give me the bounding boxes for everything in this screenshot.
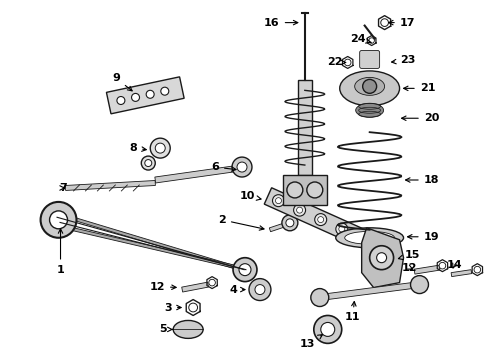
Circle shape [359,235,365,242]
Circle shape [317,217,323,222]
Polygon shape [269,223,285,232]
Circle shape [117,96,124,104]
Polygon shape [413,265,439,274]
Circle shape [208,279,215,286]
Text: 18: 18 [405,175,438,185]
Circle shape [232,157,251,177]
Circle shape [49,211,67,229]
Text: 15: 15 [398,250,419,260]
Text: 21: 21 [403,84,434,93]
Circle shape [380,245,386,251]
Circle shape [313,315,341,343]
Polygon shape [155,165,240,183]
Circle shape [144,159,151,167]
Circle shape [380,19,387,26]
Text: 3: 3 [164,302,181,312]
Text: 9: 9 [112,73,132,91]
Polygon shape [65,180,155,190]
Circle shape [438,262,445,269]
Polygon shape [450,270,471,276]
Circle shape [131,93,139,102]
Text: 16: 16 [264,18,297,28]
Polygon shape [319,282,419,301]
Text: 20: 20 [401,113,438,123]
Circle shape [376,253,386,263]
Circle shape [272,195,284,207]
Circle shape [369,246,393,270]
Circle shape [239,264,250,276]
Circle shape [233,258,256,282]
Text: 24: 24 [349,33,370,44]
Ellipse shape [173,320,203,338]
Polygon shape [361,228,403,288]
Circle shape [285,219,293,227]
Text: 12: 12 [401,263,416,273]
Text: 8: 8 [129,143,146,153]
Text: 4: 4 [228,284,244,294]
Text: 12: 12 [149,282,176,292]
Text: 2: 2 [218,215,264,230]
Polygon shape [297,80,311,175]
Text: 17: 17 [388,18,414,28]
Circle shape [141,156,155,170]
Ellipse shape [339,71,399,106]
Polygon shape [62,225,247,271]
Circle shape [293,204,305,216]
Circle shape [362,80,376,93]
FancyBboxPatch shape [359,50,379,68]
Circle shape [286,182,302,198]
Circle shape [356,233,368,244]
Polygon shape [54,212,243,271]
Polygon shape [283,175,326,205]
Circle shape [150,138,170,158]
Ellipse shape [354,77,384,95]
Circle shape [473,266,480,273]
Circle shape [254,285,264,294]
Text: 13: 13 [300,335,322,349]
Circle shape [146,90,154,98]
Circle shape [281,215,297,231]
Circle shape [368,38,374,43]
Text: 22: 22 [326,58,345,67]
Circle shape [320,323,334,336]
Circle shape [41,202,76,238]
Text: 1: 1 [57,229,64,275]
Text: 11: 11 [344,302,360,323]
Circle shape [155,143,165,153]
Circle shape [248,279,270,301]
Circle shape [161,87,168,95]
Circle shape [306,182,322,198]
Circle shape [310,289,328,306]
Circle shape [275,198,281,204]
Circle shape [338,226,344,232]
Circle shape [296,207,302,213]
Ellipse shape [344,231,394,244]
Text: 10: 10 [239,191,261,201]
Text: 23: 23 [391,55,414,66]
Circle shape [188,303,197,312]
Text: 14: 14 [446,260,461,270]
Circle shape [377,242,389,254]
Text: 5: 5 [159,324,172,334]
Circle shape [237,162,246,172]
Ellipse shape [355,103,383,117]
Text: 7: 7 [60,183,67,193]
FancyBboxPatch shape [106,77,184,114]
Polygon shape [182,282,208,292]
Circle shape [410,276,427,293]
Text: 6: 6 [211,162,236,172]
Ellipse shape [335,228,403,248]
Circle shape [344,59,350,66]
Circle shape [335,223,347,235]
Polygon shape [264,188,397,261]
Circle shape [314,213,326,226]
Text: 19: 19 [407,232,438,242]
